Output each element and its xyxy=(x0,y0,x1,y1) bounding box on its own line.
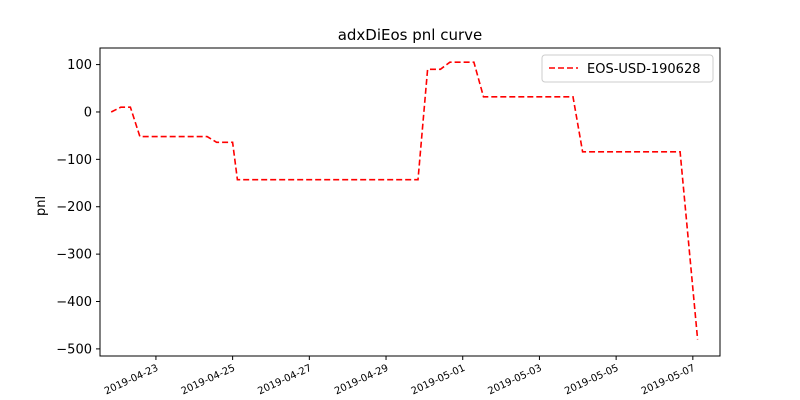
x-tick-label: 2019-04-27 xyxy=(256,363,313,398)
y-tick-label: −100 xyxy=(56,153,92,168)
plot-frame xyxy=(99,47,721,357)
plot-series xyxy=(110,61,699,340)
x-tick-label: 2019-04-23 xyxy=(103,363,160,398)
y-tick-label: −200 xyxy=(56,200,92,215)
x-tick-label: 2019-05-05 xyxy=(563,363,620,398)
x-tick-label: 2019-05-07 xyxy=(640,363,697,398)
y-tick-label: 100 xyxy=(67,58,92,73)
x-tick-label: 2019-04-29 xyxy=(333,363,390,398)
x-tick-label: 2019-05-01 xyxy=(410,363,467,398)
y-tick-label: −400 xyxy=(56,295,92,310)
legend-box xyxy=(541,54,714,83)
y-tick-label: −300 xyxy=(56,248,92,263)
y-axis: 100 0 −100 −200 −300 −400 −500 xyxy=(56,58,100,357)
legend: EOS-USD-190628 xyxy=(541,54,714,83)
chart-title: adxDiEos pnl curve xyxy=(338,26,483,44)
series-line xyxy=(110,61,699,340)
x-tick-label: 2019-04-25 xyxy=(180,363,237,398)
x-axis: 2019-04-23 2019-04-25 2019-04-27 2019-04-29… xyxy=(103,356,697,397)
legend-series-label: EOS-USD-190628 xyxy=(587,62,700,77)
y-tick-label: 0 xyxy=(84,105,92,120)
y-tick-label: −500 xyxy=(56,342,92,357)
y-axis-label: pnl xyxy=(34,196,49,216)
x-tick-label: 2019-05-03 xyxy=(486,363,543,398)
